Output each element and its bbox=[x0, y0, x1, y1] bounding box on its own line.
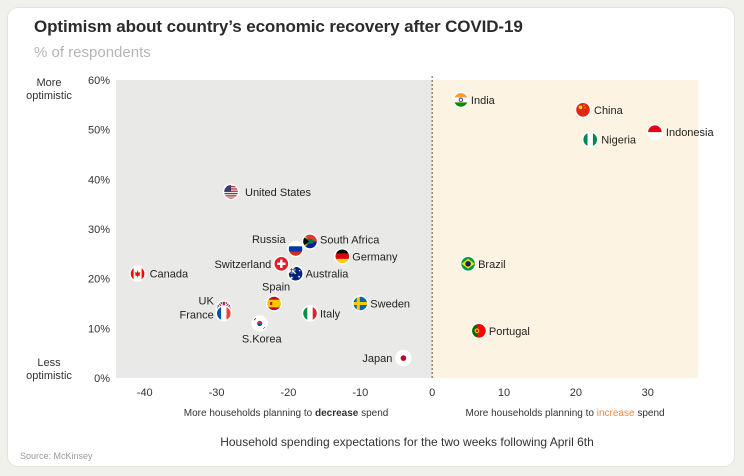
point-label-canada: Canada bbox=[150, 269, 189, 281]
point-portugal: Portugal bbox=[470, 322, 530, 339]
point-india: India bbox=[452, 91, 496, 109]
point-label-sweden: Sweden bbox=[370, 299, 410, 311]
point-label-germany: Germany bbox=[352, 251, 398, 263]
point-canada: Canada bbox=[129, 265, 189, 282]
point-label-india: India bbox=[471, 95, 496, 107]
point-label-nigeria: Nigeria bbox=[601, 135, 637, 147]
point-indonesia: Indonesia bbox=[646, 123, 715, 141]
point-label-france: France bbox=[180, 309, 214, 321]
point-label-spain: Spain bbox=[262, 282, 290, 294]
x-tick-label: -30 bbox=[209, 387, 225, 399]
y-tick-label: 20% bbox=[88, 274, 110, 286]
y-tick-label: 0% bbox=[94, 373, 110, 385]
point-label-italy: Italy bbox=[320, 308, 341, 320]
chart-title: Optimism about country’s economic recove… bbox=[34, 17, 523, 36]
x-tick-label: 0 bbox=[429, 387, 435, 399]
point-label-brazil: Brazil bbox=[478, 259, 506, 271]
x-tick-label: -20 bbox=[280, 387, 296, 399]
source-note: Source: McKinsey bbox=[20, 451, 93, 461]
x-tick-label: -40 bbox=[137, 387, 153, 399]
y-tick-label: 60% bbox=[88, 75, 110, 87]
point-label-uk: UK bbox=[199, 296, 215, 308]
point-france: France bbox=[180, 305, 233, 322]
decrease-caption: More households planning to decrease spe… bbox=[184, 408, 389, 419]
point-spain: Spain bbox=[262, 282, 290, 312]
increase-caption: More households planning to increase spe… bbox=[466, 408, 665, 419]
point-label-south-africa: South Africa bbox=[320, 234, 380, 246]
point-usa: United States bbox=[222, 183, 312, 201]
point-italy: Italy bbox=[301, 305, 341, 322]
point-label-china: China bbox=[594, 105, 624, 117]
x-tick-label: 10 bbox=[498, 387, 510, 399]
point-label-australia: Australia bbox=[306, 269, 350, 281]
y-tick-label: 40% bbox=[88, 174, 110, 186]
point-label-south-korea: S.Korea bbox=[242, 333, 283, 345]
y-tick-label: 30% bbox=[88, 224, 110, 236]
y-label-more-optimistic: More optimistic bbox=[26, 77, 72, 102]
point-germany: Germany bbox=[334, 248, 398, 265]
point-brazil: Brazil bbox=[459, 255, 506, 272]
x-tick-label: 20 bbox=[570, 387, 582, 399]
chart-subtitle: % of respondents bbox=[34, 44, 151, 61]
decrease-region bbox=[116, 80, 433, 378]
y-tick-label: 10% bbox=[88, 323, 110, 335]
point-label-switzerland: Switzerland bbox=[214, 259, 271, 271]
y-label-less-optimistic: Less optimistic bbox=[26, 357, 72, 382]
point-australia: Australia bbox=[287, 265, 350, 282]
point-south-korea: S.Korea bbox=[242, 315, 283, 345]
point-sweden: Sweden bbox=[352, 295, 410, 312]
point-south-africa: South Africa bbox=[301, 233, 380, 250]
point-china: China bbox=[574, 101, 624, 119]
point-nigeria: Nigeria bbox=[582, 131, 637, 148]
x-axis-title: Household spending expectations for the … bbox=[220, 435, 594, 449]
point-switzerland: Switzerland bbox=[214, 255, 290, 272]
y-tick-label: 50% bbox=[88, 125, 110, 137]
point-russia: Russia bbox=[252, 234, 304, 258]
point-label-portugal: Portugal bbox=[489, 326, 530, 338]
point-japan: Japan bbox=[362, 349, 412, 367]
point-label-usa: United States bbox=[245, 187, 312, 199]
x-tick-label: -10 bbox=[352, 387, 368, 399]
point-label-japan: Japan bbox=[362, 353, 392, 365]
point-label-indonesia: Indonesia bbox=[666, 127, 715, 139]
point-label-russia: Russia bbox=[252, 234, 287, 246]
x-tick-label: 30 bbox=[642, 387, 654, 399]
